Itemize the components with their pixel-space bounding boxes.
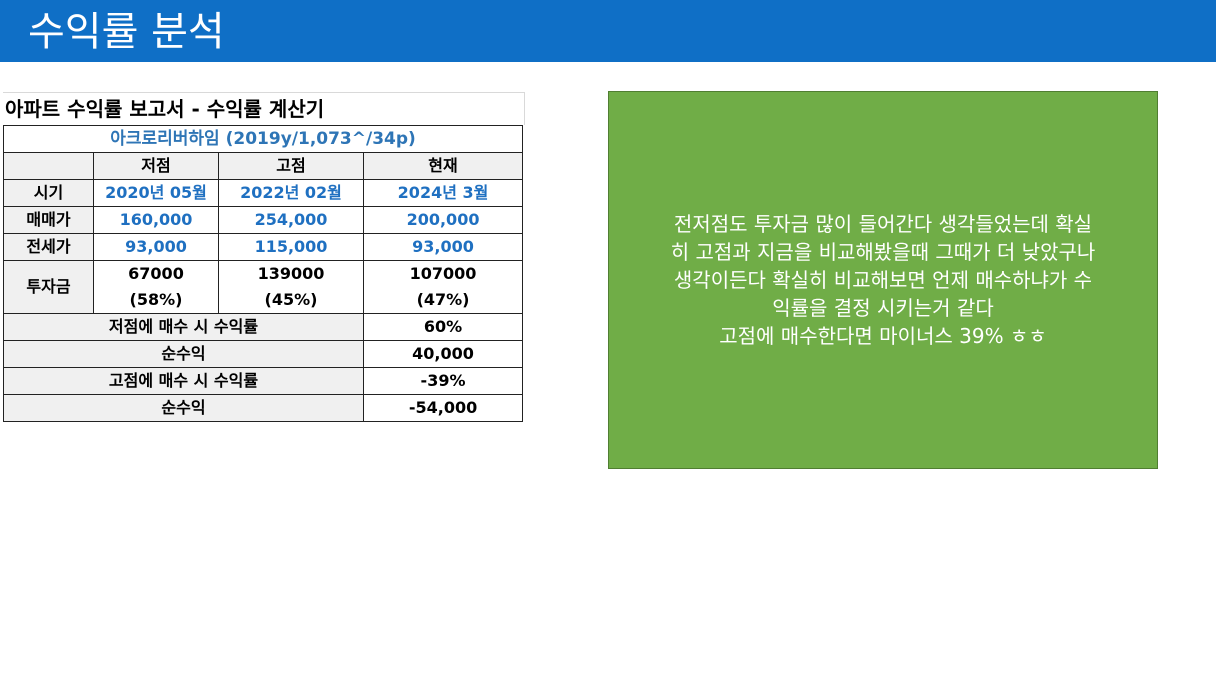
cell-sale-low: 160,000 [93, 206, 219, 234]
commentary-box: 전저점도 투자금 많이 들어간다 생각들었는데 확실 히 고점과 지금을 비교해… [608, 91, 1158, 469]
report-table-container: 아파트 수익률 보고서 - 수익률 계산기 아크로리버하임 (2019y/1,0… [2, 92, 525, 422]
complex-name: 아크로리버하임 (2019y/1,073^/34p) [2, 125, 524, 153]
cell-jeonse-current: 93,000 [362, 233, 524, 261]
cell-investment-low: 67000 [93, 260, 219, 287]
commentary-line: 익률을 결정 시키는거 같다 [772, 296, 994, 320]
commentary-line: 전저점도 투자금 많이 들어간다 생각들었는데 확실 [673, 212, 1093, 236]
table-row: 매매가 160,000 254,000 200,000 [3, 206, 524, 234]
summary-row: 순수익 40,000 [3, 340, 524, 368]
cell-timing-low: 2020년 05월 [93, 179, 219, 207]
cell-investment-high: 139000 [218, 260, 364, 287]
report-title: 아파트 수익률 보고서 - 수익률 계산기 [3, 92, 525, 125]
row-label-investment: 투자금 [3, 260, 94, 314]
table-row: 전세가 93,000 115,000 93,000 [3, 233, 524, 261]
commentary-line: 히 고점과 지금을 비교해봤을때 그때가 더 낮았구나 [670, 240, 1096, 264]
slide-header: 수익률 분석 [0, 0, 1216, 62]
commentary-line: 생각이든다 확실히 비교해보면 언제 매수하냐가 수 [673, 268, 1093, 292]
column-header-row: 저점 고점 현재 [3, 152, 524, 180]
table-row: 시기 2020년 05월 2022년 02월 2024년 3월 [3, 179, 524, 207]
commentary-line: 고점에 매수한다면 마이너스 39% ㅎㅎ [719, 324, 1047, 348]
summary-row: 순수익 -54,000 [3, 394, 524, 422]
cell-ratio-current: (47%) [362, 287, 524, 314]
summary-row: 고점에 매수 시 수익률 -39% [3, 367, 524, 395]
summary-label-high-return: 고점에 매수 시 수익률 [3, 367, 364, 395]
summary-value-low-profit: 40,000 [362, 340, 524, 368]
table-row: 투자금 67000 139000 107000 [3, 260, 524, 314]
cell-ratio-low: (58%) [93, 287, 219, 314]
column-header-high: 고점 [218, 152, 364, 180]
cell-ratio-high: (45%) [218, 287, 364, 314]
summary-value-low-return: 60% [362, 313, 524, 341]
complex-row: 아크로리버하임 (2019y/1,073^/34p) [2, 125, 524, 153]
row-label-jeonse-price: 전세가 [3, 233, 94, 261]
cell-sale-high: 254,000 [218, 206, 364, 234]
cell-jeonse-low: 93,000 [93, 233, 219, 261]
summary-label-low-return: 저점에 매수 시 수익률 [3, 313, 364, 341]
summary-label-low-profit: 순수익 [3, 340, 364, 368]
corner-cell [3, 152, 94, 180]
table-row: (58%) (45%) (47%) [4, 287, 524, 314]
column-header-low: 저점 [93, 152, 219, 180]
summary-value-high-return: -39% [362, 367, 524, 395]
row-label-sale-price: 매매가 [3, 206, 94, 234]
summary-value-high-profit: -54,000 [362, 394, 524, 422]
return-calculator-table: 아크로리버하임 (2019y/1,073^/34p) 저점 고점 현재 시기 2… [2, 125, 524, 422]
cell-sale-current: 200,000 [362, 206, 524, 234]
summary-label-high-profit: 순수익 [3, 394, 364, 422]
cell-timing-current: 2024년 3월 [362, 179, 524, 207]
commentary-text: 전저점도 투자금 많이 들어간다 생각들었는데 확실 히 고점과 지금을 비교해… [671, 210, 1096, 350]
cell-timing-high: 2022년 02월 [218, 179, 364, 207]
slide-title: 수익률 분석 [28, 9, 225, 55]
row-label-timing: 시기 [3, 179, 94, 207]
cell-jeonse-high: 115,000 [218, 233, 364, 261]
summary-row: 저점에 매수 시 수익률 60% [3, 313, 524, 341]
cell-investment-current: 107000 [362, 260, 524, 287]
column-header-current: 현재 [362, 152, 524, 180]
